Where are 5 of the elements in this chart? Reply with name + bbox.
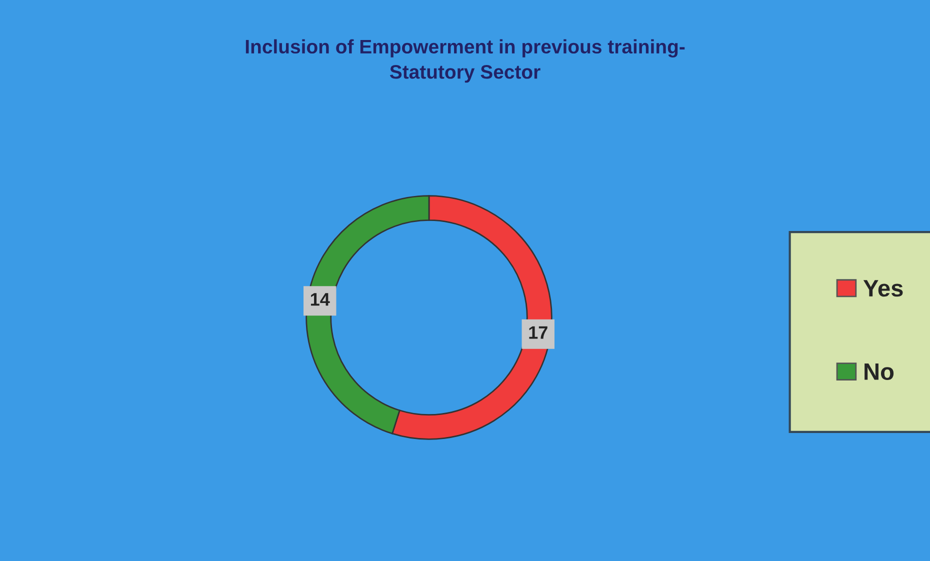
- legend-label: No: [864, 364, 894, 380]
- chart-title: Inclusion of Empowerment in previous training- Statutory Sector: [246, 39, 685, 83]
- legend-label: Yes: [863, 280, 903, 297]
- data-label: 14: [310, 293, 330, 306]
- data-label: 17: [529, 326, 548, 339]
